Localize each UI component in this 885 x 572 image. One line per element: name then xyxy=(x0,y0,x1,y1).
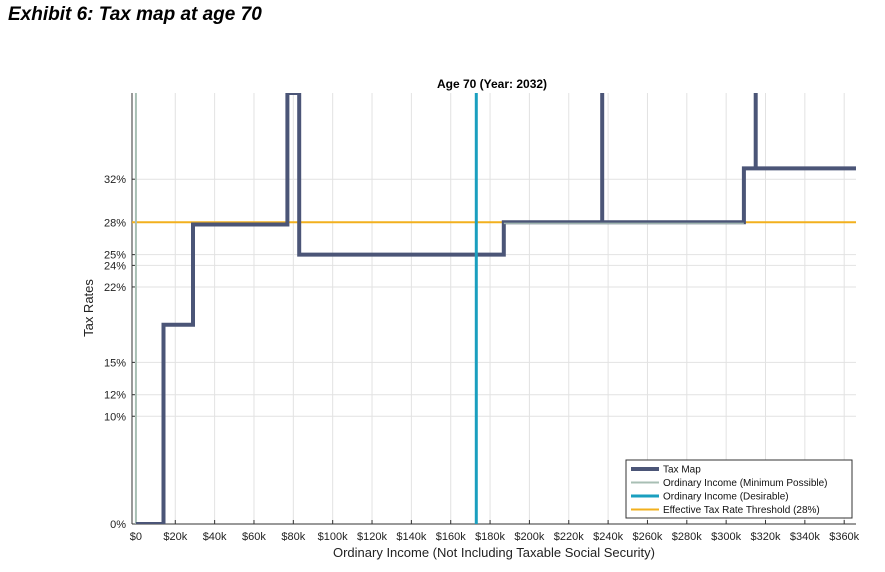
x-tick-label: $260k xyxy=(632,531,662,543)
x-tick-label: $280k xyxy=(672,531,702,543)
x-tick-label: $20k xyxy=(163,531,187,543)
plot-area xyxy=(132,93,856,524)
x-tick-label: $340k xyxy=(790,531,820,543)
x-tick-label: $360k xyxy=(829,531,859,543)
grid-lines xyxy=(132,93,856,525)
legend: Tax Map Ordinary Income (Minimum Possible… xyxy=(625,459,853,519)
x-tick-label: $120k xyxy=(357,531,387,543)
exhibit-title: Exhibit 6: Tax map at age 70 xyxy=(8,4,262,25)
x-axis-label: Ordinary Income (Not Including Taxable S… xyxy=(333,545,655,560)
legend-entry: Ordinary Income (Desirable) xyxy=(663,492,789,503)
legend-box xyxy=(625,459,853,519)
x-tick-label: $140k xyxy=(396,531,426,543)
x-tick-label: $60k xyxy=(242,531,266,543)
x-tick-label: $180k xyxy=(475,531,505,543)
series-group xyxy=(132,93,856,524)
legend-entry: Tax Map xyxy=(663,465,701,476)
y-tick-label: 0% xyxy=(110,519,126,531)
y-axis-label: Tax Rates xyxy=(81,279,96,337)
y-tick-label: 15% xyxy=(104,357,126,369)
y-tick-label: 32% xyxy=(104,174,126,186)
axes: $0 $20k $40k $60k $80k $100k $120k $140k $160k $1… xyxy=(104,93,860,543)
legend-entry: Effective Tax Rate Threshold (28%) xyxy=(663,505,820,516)
y-tick-label: 25% xyxy=(104,250,126,262)
x-tick-label: $320k xyxy=(751,531,781,543)
y-tick-label: 28% xyxy=(104,217,126,229)
x-tick-label: $220k xyxy=(554,531,584,543)
y-tick-label: 22% xyxy=(104,282,126,294)
x-tick-label: $80k xyxy=(281,531,305,543)
x-tick-label: $160k xyxy=(436,531,466,543)
legend-entry: Ordinary Income (Minimum Possible) xyxy=(663,478,828,489)
tax-map-line xyxy=(135,93,856,524)
x-tick-label: $40k xyxy=(203,531,227,543)
x-tick-label: $300k xyxy=(711,531,741,543)
y-tick-label: 10% xyxy=(104,411,126,423)
x-tick-label: $0 xyxy=(130,531,142,543)
x-tick-label: $100k xyxy=(318,531,348,543)
y-tick-label: 12% xyxy=(104,390,126,402)
y-tick-label: 24% xyxy=(104,260,126,272)
x-tick-label: $200k xyxy=(514,531,544,543)
chart-title: Age 70 (Year: 2032) xyxy=(437,77,547,91)
x-tick-label: $240k xyxy=(593,531,623,543)
